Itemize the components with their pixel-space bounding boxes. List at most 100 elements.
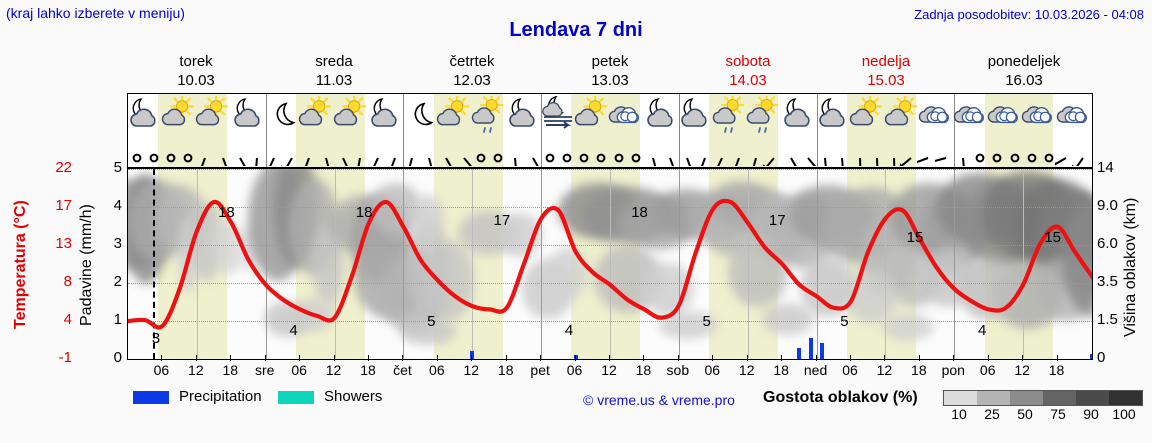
x-axis-tick-mark: [264, 355, 266, 361]
x-axis-tick-mark: [368, 355, 369, 361]
day-separator: [403, 94, 405, 167]
daily-max-label: 18: [631, 204, 648, 222]
day-name: sobota: [725, 53, 771, 70]
cloud-height-axis-title: Višina oblakov (km): [1122, 197, 1139, 338]
day-date: 13.03: [591, 72, 629, 89]
cloud-height-tick: 0: [1097, 349, 1106, 366]
cloud-density-swatch: [1043, 391, 1076, 405]
daily-min-label: 4: [564, 321, 574, 339]
moon-cloud-icon: [676, 96, 716, 136]
cloud-density-tick: 90: [1083, 406, 1099, 422]
cloud-density-legend-title: Gostota oblakov (%): [763, 389, 918, 406]
daily-max-label: 17: [768, 212, 786, 230]
moon-icon: [401, 96, 441, 136]
day-header-torek: torek 10.03: [127, 52, 265, 92]
moon-icon: [263, 96, 303, 136]
day-header-row: torek 10.03 sreda 11.03 četrtek 12.03 petek 13.…: [127, 52, 1093, 92]
x-axis-tick-label: 18: [635, 362, 652, 378]
cloud-icon: [952, 96, 992, 136]
sun-drizzle-icon: [470, 96, 510, 136]
sun-cloud-icon: [160, 96, 200, 136]
day-date: 10.03: [177, 72, 215, 89]
cloud-icon: [1020, 96, 1060, 136]
wind-calm-icon: [1021, 138, 1043, 166]
x-axis-tick-label: 06: [429, 362, 445, 378]
day-header-sobota: sobota 14.03: [679, 52, 817, 92]
page-title: Lendava 7 dni: [509, 19, 643, 41]
x-axis-tick-mark: [436, 355, 438, 361]
wind-calm-icon: [608, 138, 630, 166]
day-name: petek: [591, 53, 629, 70]
moon-cloud-icon: [814, 96, 854, 136]
x-axis-tick-label: 06: [842, 362, 858, 378]
location-menu-note[interactable]: (kraj lahko izberete v meniju): [6, 5, 185, 21]
cloud-icon: [607, 96, 647, 136]
x-axis-tick-mark: [1022, 355, 1024, 361]
cloud-density-tick: 10: [951, 406, 967, 422]
day-separator: [816, 169, 818, 359]
sun-cloud-icon: [883, 96, 923, 136]
cloud-height-tick: 3.5: [1097, 273, 1118, 290]
temperature-tick: 8: [63, 273, 72, 290]
weather-icon-panel: [126, 93, 1095, 177]
x-axis-tick-label: 06: [566, 362, 583, 378]
precipitation-tick: 4: [113, 197, 122, 214]
x-axis-tick-mark: [609, 355, 610, 361]
x-axis-tick-label: pon: [941, 362, 965, 378]
x-axis-tick-mark: [333, 355, 335, 361]
current-time-line: [153, 169, 155, 359]
cloud-density-swatch: [977, 391, 1010, 405]
cloud-icon: [1055, 96, 1095, 136]
precipitation-legend-swatch: [133, 391, 169, 404]
wind-calm-icon: [539, 138, 561, 166]
day-separator: [954, 94, 956, 167]
x-axis-tick-label: 12: [1014, 362, 1030, 378]
x-axis-tick-mark: [230, 355, 232, 361]
x-axis-tick-mark: [643, 355, 645, 361]
x-axis-tick-mark: [987, 355, 989, 361]
wind-calm-icon: [1004, 138, 1026, 166]
daily-min-label: 3: [151, 329, 161, 347]
x-axis-tick-label: 06: [979, 362, 996, 378]
day-separator: [265, 169, 267, 359]
sun-drizzle-icon: [711, 96, 751, 136]
day-date: 15.03: [867, 72, 905, 89]
copyright-link[interactable]: © vreme.us & vreme.pro: [583, 392, 735, 408]
x-axis-tick-mark: [402, 355, 404, 361]
x-axis-tick-mark: [540, 355, 542, 361]
sun-cloud-icon: [435, 96, 475, 136]
x-axis-tick-mark: [1056, 355, 1058, 361]
x-axis-tick-mark: [195, 355, 197, 361]
x-axis-tick-label: 12: [738, 362, 755, 378]
daily-max-label: 15: [1044, 228, 1062, 246]
cloud-density-swatch: [1109, 391, 1142, 405]
precipitation-bar: [808, 338, 813, 359]
day-separator: [816, 94, 818, 167]
x-axis-tick-mark: [505, 355, 507, 361]
day-separator: [403, 169, 405, 359]
x-axis-tick-label: 06: [153, 362, 170, 378]
x-axis-tick-mark: [746, 355, 748, 361]
moon-cloud-icon: [642, 96, 682, 136]
x-axis-tick-mark: [161, 355, 163, 361]
temperature-tick: -1: [58, 349, 72, 366]
wind-calm-icon: [556, 138, 578, 166]
x-axis-tick-label: 12: [876, 362, 893, 378]
wind-calm-icon: [470, 138, 492, 166]
wind-calm-icon: [177, 138, 199, 166]
x-axis-tick-label: 18: [773, 362, 789, 378]
precipitation-bar: [820, 343, 825, 359]
daily-min-label: 5: [840, 313, 849, 331]
day-header-ponedeljek: ponedeljek 16.03: [955, 52, 1093, 92]
x-axis-tick-mark: [953, 355, 955, 361]
precipitation-tick: 1: [113, 311, 122, 328]
x-axis-tick-label: 18: [222, 362, 239, 378]
wind-calm-icon: [126, 138, 148, 166]
daily-max-label: 15: [906, 228, 924, 246]
temperature-tick: 22: [55, 159, 72, 176]
precipitation-bar: [573, 355, 578, 359]
midday-gridline: [610, 169, 611, 359]
day-date: 16.03: [1005, 72, 1043, 89]
cloud-density-tick: 25: [984, 406, 1000, 422]
day-separator: [678, 169, 680, 359]
